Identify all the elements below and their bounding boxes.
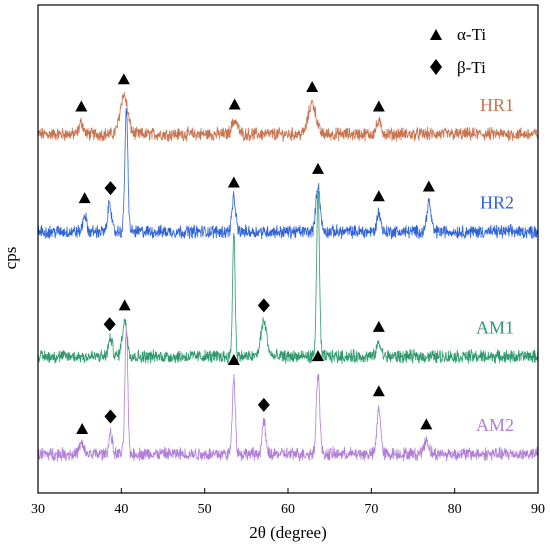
series-label-AM2: AM2 [476, 415, 514, 435]
x-tick-label-90: 90 [531, 502, 545, 517]
alpha-ti-marker-AM2-0 [76, 422, 89, 434]
beta-ti-marker-AM1-0 [103, 317, 116, 332]
x-tick-label-60: 60 [281, 502, 295, 517]
alpha-ti-marker-HR1-1 [117, 73, 130, 85]
alpha-ti-marker-HR1-0 [75, 100, 88, 112]
legend-label-beta: β-Ti [457, 58, 486, 77]
x-tick-label-30: 30 [31, 502, 45, 517]
x-axis: 30 40 50 60 70 80 90 [31, 488, 545, 517]
alpha-ti-marker-AM2-2 [227, 354, 240, 365]
alpha-ti-marker-HR2-5 [422, 180, 435, 192]
alpha-ti-marker-AM2-6 [420, 418, 433, 430]
alpha-ti-marker-HR1-4 [372, 100, 385, 112]
alpha-ti-marker-AM1-1 [118, 299, 131, 311]
series-label-HR2: HR2 [480, 192, 514, 212]
x-axis-label: 2θ (degree) [249, 523, 327, 542]
alpha-ti-marker-HR2-4 [372, 190, 385, 202]
beta-ti-marker-AM1-2 [257, 298, 270, 313]
alpha-ti-marker-HR1-3 [306, 81, 319, 92]
x-tick-label-50: 50 [198, 502, 212, 517]
series-label-AM1: AM1 [476, 317, 514, 337]
series-label-HR1: HR1 [480, 95, 514, 115]
legend: α-Ti β-Ti [430, 25, 486, 77]
y-axis-label: cps [1, 247, 20, 270]
x-tick-label-80: 80 [448, 502, 462, 517]
x-tick-label-40: 40 [114, 502, 128, 517]
legend-diamond-icon [430, 59, 442, 75]
x-tick-label-70: 70 [364, 502, 378, 517]
legend-triangle-icon [430, 29, 442, 40]
series-line-AM2 [37, 328, 539, 462]
alpha-ti-marker-HR1-2 [228, 98, 241, 110]
series-labels: HR1 HR2 AM1 AM2 [476, 95, 514, 435]
alpha-ti-marker-HR2-0 [78, 192, 91, 204]
plot-area [37, 91, 539, 462]
series-line-HR2 [37, 108, 539, 240]
alpha-ti-marker-HR2-2 [227, 176, 240, 188]
alpha-ti-marker-HR2-3 [312, 162, 324, 174]
phase-markers [75, 73, 435, 434]
beta-ti-marker-HR2-1 [104, 181, 117, 196]
series-line-AM1 [37, 191, 539, 365]
alpha-ti-marker-AM2-4 [312, 350, 324, 362]
series-line-HR1 [37, 91, 539, 142]
beta-ti-marker-AM2-1 [104, 409, 117, 424]
beta-ti-marker-AM2-3 [257, 397, 270, 412]
legend-label-alpha: α-Ti [457, 25, 486, 44]
alpha-ti-marker-AM1-3 [372, 320, 385, 332]
alpha-ti-marker-AM2-5 [372, 385, 385, 397]
